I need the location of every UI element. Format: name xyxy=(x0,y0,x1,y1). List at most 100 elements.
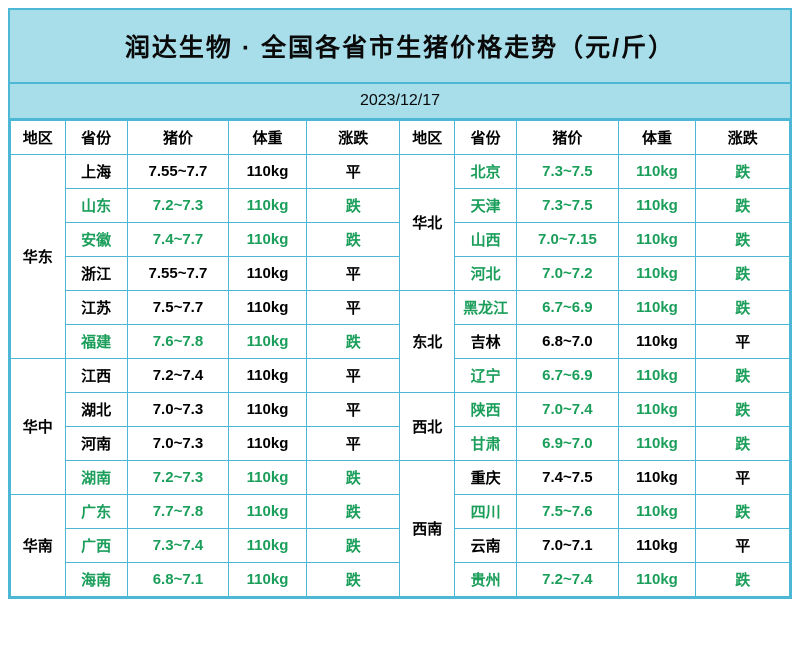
region-cell: 西南 xyxy=(400,461,455,597)
province-cell: 安徽 xyxy=(65,223,127,257)
province-cell: 吉林 xyxy=(454,325,516,359)
province-cell: 江西 xyxy=(65,359,127,393)
price-cell: 7.3~7.5 xyxy=(517,189,618,223)
weight-cell: 110kg xyxy=(618,427,696,461)
col-header: 猪价 xyxy=(517,121,618,155)
price-cell: 7.3~7.4 xyxy=(127,529,228,563)
col-header: 体重 xyxy=(618,121,696,155)
table-row: 华东上海7.55~7.7110kg平华北北京7.3~7.5110kg跌 xyxy=(11,155,790,189)
table-row: 湖北7.0~7.3110kg平西北陕西7.0~7.4110kg跌 xyxy=(11,393,790,427)
province-cell: 北京 xyxy=(454,155,516,189)
price-cell: 6.7~6.9 xyxy=(517,359,618,393)
weight-cell: 110kg xyxy=(618,461,696,495)
trend-cell: 跌 xyxy=(696,291,790,325)
trend-cell: 跌 xyxy=(306,189,399,223)
weight-cell: 110kg xyxy=(618,529,696,563)
weight-cell: 110kg xyxy=(229,325,307,359)
province-cell: 山东 xyxy=(65,189,127,223)
province-cell: 贵州 xyxy=(454,563,516,597)
region-cell: 华东 xyxy=(11,155,66,359)
trend-cell: 跌 xyxy=(306,325,399,359)
region-cell: 西北 xyxy=(400,393,455,461)
province-cell: 甘肃 xyxy=(454,427,516,461)
province-cell: 江苏 xyxy=(65,291,127,325)
weight-cell: 110kg xyxy=(229,495,307,529)
province-cell: 河北 xyxy=(454,257,516,291)
price-cell: 7.55~7.7 xyxy=(127,257,228,291)
price-cell: 7.5~7.6 xyxy=(517,495,618,529)
weight-cell: 110kg xyxy=(229,291,307,325)
weight-cell: 110kg xyxy=(229,189,307,223)
price-cell: 7.2~7.4 xyxy=(127,359,228,393)
region-cell: 华南 xyxy=(11,495,66,597)
trend-cell: 跌 xyxy=(696,359,790,393)
province-cell: 湖北 xyxy=(65,393,127,427)
province-cell: 辽宁 xyxy=(454,359,516,393)
province-cell: 广东 xyxy=(65,495,127,529)
table-header-row: 地区省份猪价体重涨跌地区省份猪价体重涨跌 xyxy=(11,121,790,155)
price-table-container: 润达生物 · 全国各省市生猪价格走势（元/斤） 2023/12/17 地区省份猪… xyxy=(8,8,792,599)
weight-cell: 110kg xyxy=(229,155,307,189)
trend-cell: 跌 xyxy=(696,189,790,223)
trend-cell: 跌 xyxy=(306,461,399,495)
province-cell: 云南 xyxy=(454,529,516,563)
weight-cell: 110kg xyxy=(229,529,307,563)
col-header: 省份 xyxy=(454,121,516,155)
weight-cell: 110kg xyxy=(618,291,696,325)
trend-cell: 跌 xyxy=(696,223,790,257)
region-cell: 华中 xyxy=(11,359,66,495)
trend-cell: 跌 xyxy=(696,257,790,291)
trend-cell: 平 xyxy=(306,291,399,325)
price-cell: 7.7~7.8 xyxy=(127,495,228,529)
weight-cell: 110kg xyxy=(229,257,307,291)
province-cell: 陕西 xyxy=(454,393,516,427)
province-cell: 海南 xyxy=(65,563,127,597)
trend-cell: 平 xyxy=(306,257,399,291)
col-header: 地区 xyxy=(400,121,455,155)
weight-cell: 110kg xyxy=(618,189,696,223)
price-cell: 7.2~7.3 xyxy=(127,461,228,495)
province-cell: 上海 xyxy=(65,155,127,189)
date-label: 2023/12/17 xyxy=(10,84,790,120)
price-table: 地区省份猪价体重涨跌地区省份猪价体重涨跌 华东上海7.55~7.7110kg平华… xyxy=(10,120,790,597)
price-cell: 6.8~7.1 xyxy=(127,563,228,597)
weight-cell: 110kg xyxy=(618,257,696,291)
price-cell: 6.9~7.0 xyxy=(517,427,618,461)
price-cell: 7.4~7.5 xyxy=(517,461,618,495)
price-cell: 6.8~7.0 xyxy=(517,325,618,359)
weight-cell: 110kg xyxy=(229,393,307,427)
price-cell: 7.55~7.7 xyxy=(127,155,228,189)
trend-cell: 跌 xyxy=(696,563,790,597)
price-cell: 7.2~7.3 xyxy=(127,189,228,223)
province-cell: 广西 xyxy=(65,529,127,563)
weight-cell: 110kg xyxy=(618,495,696,529)
col-header: 体重 xyxy=(229,121,307,155)
trend-cell: 跌 xyxy=(306,529,399,563)
weight-cell: 110kg xyxy=(229,461,307,495)
region-cell: 东北 xyxy=(400,291,455,393)
trend-cell: 跌 xyxy=(306,495,399,529)
price-cell: 7.2~7.4 xyxy=(517,563,618,597)
weight-cell: 110kg xyxy=(618,393,696,427)
trend-cell: 跌 xyxy=(696,495,790,529)
price-cell: 7.3~7.5 xyxy=(517,155,618,189)
trend-cell: 平 xyxy=(696,325,790,359)
trend-cell: 平 xyxy=(306,359,399,393)
trend-cell: 平 xyxy=(696,461,790,495)
price-cell: 7.0~7.15 xyxy=(517,223,618,257)
weight-cell: 110kg xyxy=(229,563,307,597)
trend-cell: 跌 xyxy=(306,223,399,257)
weight-cell: 110kg xyxy=(618,223,696,257)
weight-cell: 110kg xyxy=(618,155,696,189)
trend-cell: 平 xyxy=(306,155,399,189)
region-cell: 华北 xyxy=(400,155,455,291)
province-cell: 河南 xyxy=(65,427,127,461)
trend-cell: 平 xyxy=(306,427,399,461)
trend-cell: 跌 xyxy=(306,563,399,597)
col-header: 涨跌 xyxy=(306,121,399,155)
col-header: 涨跌 xyxy=(696,121,790,155)
price-cell: 7.4~7.7 xyxy=(127,223,228,257)
province-cell: 浙江 xyxy=(65,257,127,291)
price-cell: 7.5~7.7 xyxy=(127,291,228,325)
weight-cell: 110kg xyxy=(229,427,307,461)
